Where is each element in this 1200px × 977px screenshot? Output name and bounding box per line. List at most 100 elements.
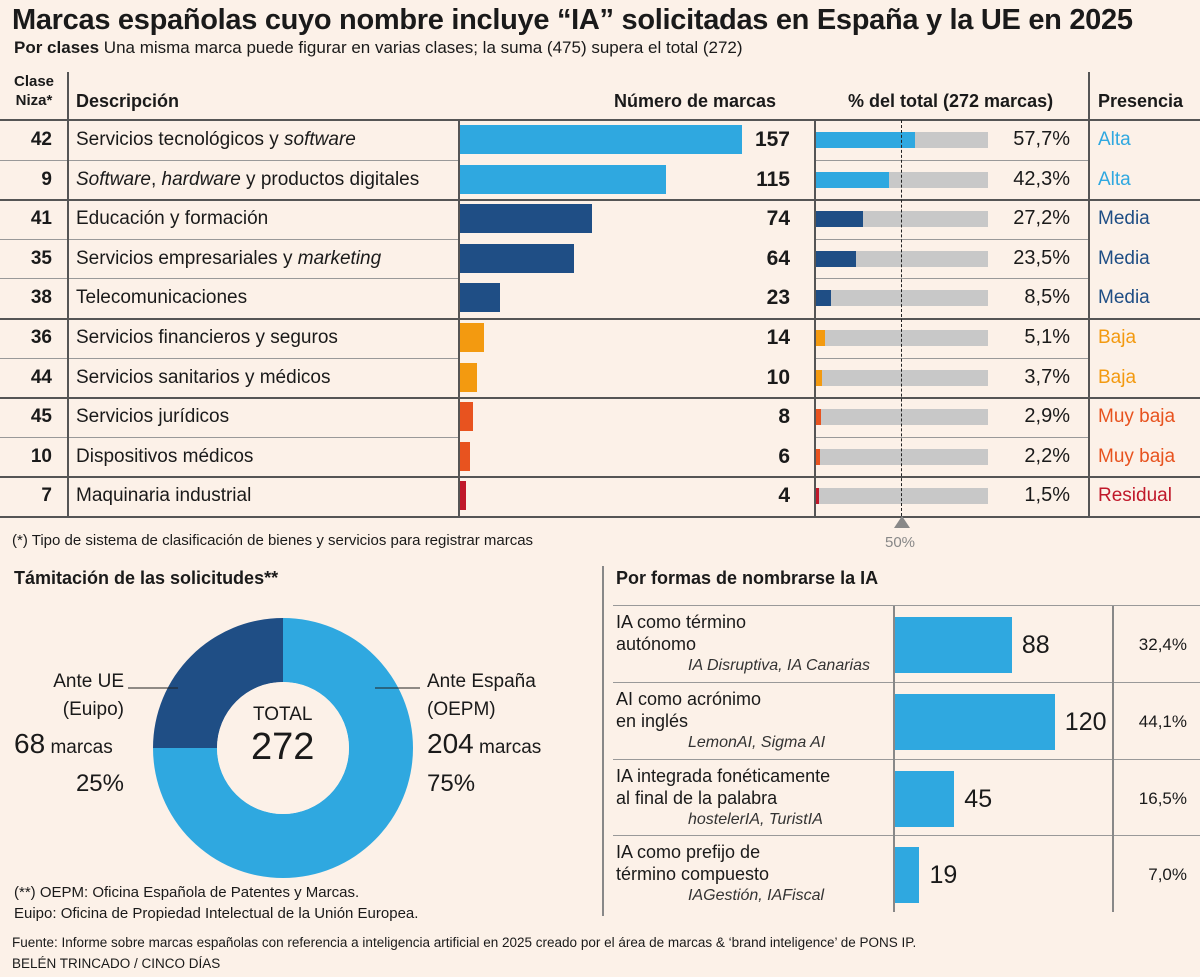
count-value: 14 [766, 326, 790, 349]
slice-spain-value: 204 [427, 728, 474, 759]
form-bar [894, 847, 920, 904]
table-row: 44 Servicios sanitarios y médicos 10 3,7… [0, 358, 1200, 398]
pct-bar [816, 488, 819, 505]
pct-value: 27,2% [1013, 207, 1070, 230]
pct-bar [816, 369, 823, 386]
pct-value: 5,1% [1024, 326, 1070, 348]
table-row: 42 Servicios tecnológicos y software 157… [0, 120, 1200, 160]
table-row: 35 Servicios empresariales y marketing 6… [0, 239, 1200, 279]
pct-track [816, 488, 988, 505]
form-pct: 7,0% [1148, 865, 1187, 885]
form-examples: hostelerIA, TuristIA [688, 810, 823, 828]
form-value: 120 [1064, 707, 1107, 736]
count-bar [459, 243, 575, 273]
slice-spain-name: Ante España [427, 671, 536, 692]
count-value: 23 [766, 286, 790, 310]
count-value: 74 [766, 207, 790, 231]
description-segment: Software [76, 168, 151, 190]
triangle-marker-icon [894, 516, 910, 528]
pct-bar [816, 409, 821, 426]
table-row: 7 Maquinaria industrial 4 1,5% Residual [0, 476, 1200, 516]
row-divider [613, 835, 1200, 837]
form-row: IA como prefijo de término compuesto IAG… [613, 837, 1200, 913]
description-segment: Maquinaria industrial [76, 485, 252, 507]
form-label: IA integrada fonéticamente al final de l… [616, 765, 830, 831]
slice-spain-pct: 75% [427, 770, 476, 797]
row-divider [0, 199, 1200, 202]
pct-track [816, 250, 988, 267]
form-label: AI como acrónimo en inglés LemonAI, Sigm… [616, 688, 825, 754]
pct-bar [816, 211, 863, 228]
clase-number: 7 [41, 485, 52, 507]
reference-line-50 [901, 120, 902, 516]
form-label: IA como término autónomo IA Disruptiva, … [616, 611, 870, 677]
form-pct: 16,5% [1138, 788, 1187, 808]
count-value: 157 [754, 128, 790, 151]
table-row: 45 Servicios jurídicos 8 2,9% Muy baja [0, 397, 1200, 437]
clase-number: 38 [30, 287, 52, 309]
row-divider [613, 605, 1200, 606]
form-value: 45 [964, 784, 993, 813]
pct-bar [816, 250, 857, 267]
subtitle-text: Una misma marca puede figurar en varias … [103, 38, 743, 57]
table-row: 10 Dispositivos médicos 6 2,2% Muy baja [0, 437, 1200, 477]
description: Telecomunicaciones [76, 278, 247, 318]
presence-level: Muy baja [1098, 406, 1176, 428]
form-row: IA integrada fonéticamente al final de l… [613, 761, 1200, 837]
slice-eu-value: 68 [14, 728, 46, 759]
clase-number: 41 [30, 208, 52, 230]
count-bar [459, 362, 477, 392]
description-segment: Servicios jurídicos [76, 406, 230, 428]
count-value: 8 [778, 405, 790, 429]
form-value: 88 [1021, 631, 1050, 659]
description: Servicios financieros y seguros [76, 318, 338, 358]
note-niza: (*) Tipo de sistema de clasificación de … [12, 532, 534, 549]
section-divider [602, 566, 604, 916]
presence-level: Alta [1098, 168, 1131, 190]
pct-value: 1,5% [1024, 484, 1070, 507]
table-row: 41 Educación y formación 74 27,2% Media [0, 199, 1200, 239]
header-descripcion: Descripción [76, 91, 180, 111]
description: Software, hardware y productos digitales [76, 160, 419, 200]
count-value: 6 [778, 444, 790, 468]
slice-label-spain: Ante España (OEPM) 204 marcas 75% [427, 668, 541, 798]
row-divider [613, 681, 1200, 683]
description-segment: , [150, 168, 162, 190]
pct-value: 57,7% [1013, 128, 1070, 150]
slice-eu-org: (Euipo) [62, 699, 124, 720]
description-segment: Telecomunicaciones [76, 287, 248, 309]
description-segment: Educación y formación [76, 208, 269, 230]
pct-bar [816, 132, 916, 148]
pct-bar [816, 290, 831, 307]
donut-hole [217, 682, 349, 814]
description: Maquinaria industrial [76, 476, 251, 516]
count-value: 10 [766, 365, 790, 389]
description-segment: software [284, 129, 356, 150]
pct-bar [816, 171, 889, 188]
description-segment: Servicios empresariales y [76, 247, 298, 269]
header-numero: Número de marcas [614, 91, 777, 111]
pct-track [816, 290, 988, 307]
divider [67, 72, 69, 516]
pct-track [816, 330, 988, 346]
donut-slice [153, 618, 413, 878]
description: Dispositivos médicos [76, 437, 253, 477]
clase-number: 10 [30, 445, 52, 467]
count-value: 64 [766, 246, 790, 270]
row-divider [815, 278, 1088, 280]
description-segment: Servicios financieros y seguros [76, 327, 338, 348]
form-pct: 44,1% [1138, 711, 1187, 731]
count-bar [459, 441, 470, 471]
description-segment: y productos digitales [240, 168, 420, 190]
presence-level: Media [1098, 287, 1150, 309]
divider [1088, 72, 1090, 516]
description-segment: Servicios tecnológicos y [76, 129, 285, 150]
clase-number: 35 [30, 247, 52, 269]
count-bar [459, 204, 593, 234]
form-bar [894, 770, 955, 827]
presence-level: Baja [1098, 327, 1137, 348]
donut-center-label: TOTAL [253, 704, 313, 725]
row-divider [0, 397, 1200, 400]
description-segment: Servicios sanitarios y médicos [76, 366, 331, 388]
pct-value: 2,9% [1024, 405, 1070, 428]
